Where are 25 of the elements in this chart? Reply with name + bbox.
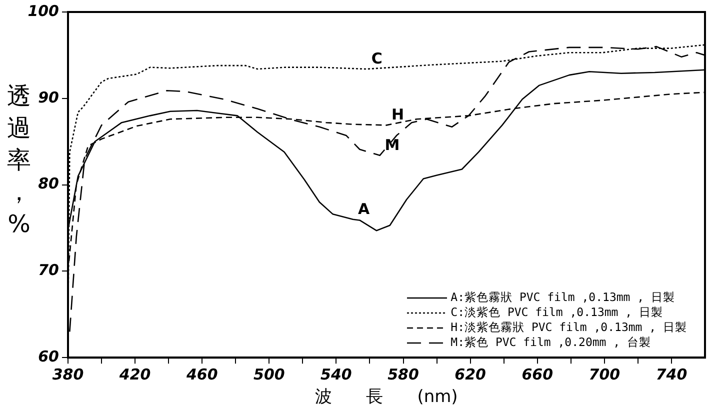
- x-axis-title: 波 長 (nm): [315, 387, 458, 408]
- x-tick-label: 580: [388, 365, 419, 384]
- y-tick-label: 100: [28, 2, 59, 20]
- y-tick-label: 60: [38, 347, 59, 366]
- x-tick-label: 700: [588, 365, 620, 384]
- x-tick-label: 540: [320, 365, 352, 384]
- legend-label: A:紫色霧狀 PVC film ,0.13mm , 日製: [450, 290, 675, 305]
- annotation: C: [371, 49, 382, 68]
- legend-label: C:淡紫色 PVC film ,0.13mm , 日製: [450, 305, 663, 320]
- x-tick-label: 380: [52, 365, 84, 384]
- y-tick-label: 70: [38, 261, 59, 280]
- y-tick-label: 90: [38, 88, 59, 106]
- annotation: H: [392, 106, 404, 124]
- y-axis-title: 透過率，%: [6, 81, 32, 240]
- legend-label: M:紫色 PVC film ,0.20mm , 台製: [450, 335, 651, 350]
- x-tick-label: 500: [254, 365, 285, 384]
- legend-label: H:淡紫色霧狀 PVC film ,0.13mm , 日製: [450, 320, 687, 335]
- x-tick-label: 740: [656, 365, 688, 384]
- y-tick-label: 80: [38, 174, 59, 193]
- x-tick-label: 620: [454, 365, 486, 384]
- annotation: M: [384, 136, 400, 154]
- annotation: A: [358, 200, 370, 218]
- x-tick-label: 420: [118, 365, 151, 384]
- x-tick-label: 460: [185, 365, 218, 384]
- x-tick-label: 660: [522, 365, 554, 384]
